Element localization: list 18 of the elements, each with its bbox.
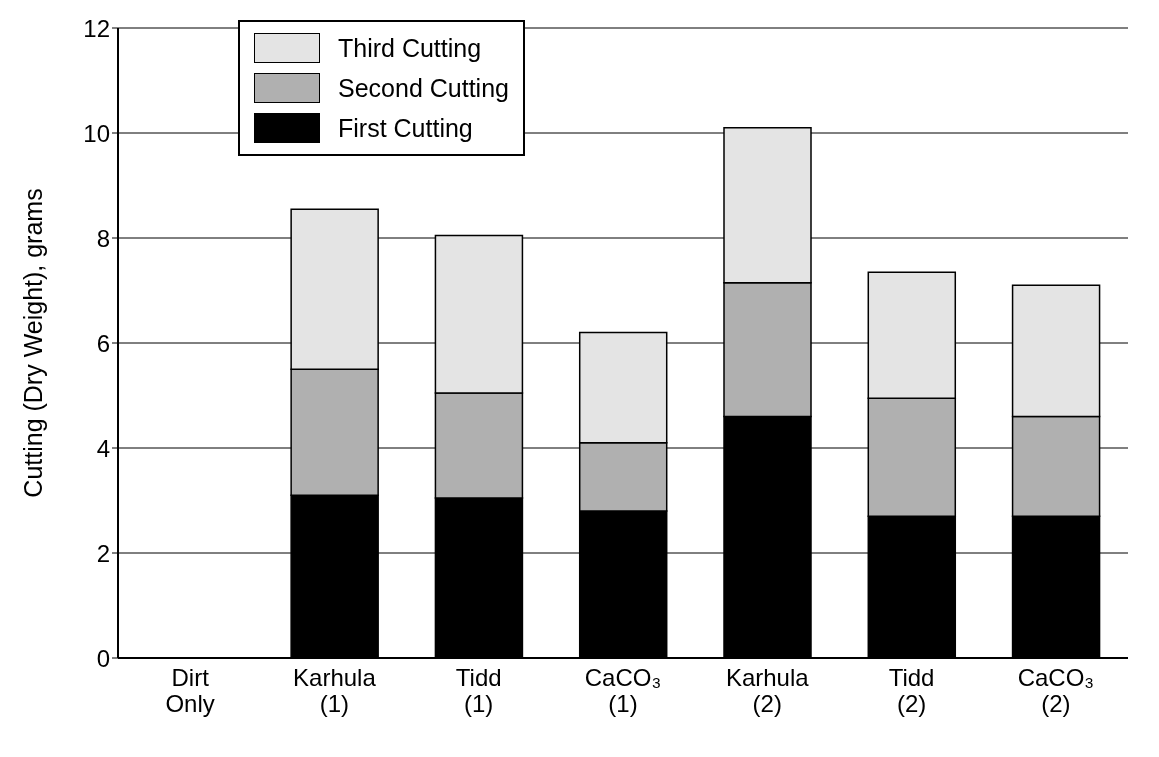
x-tick-label: Tidd (2) xyxy=(888,664,935,717)
legend-label: First Cutting xyxy=(338,113,473,143)
y-tick-label: 10 xyxy=(83,119,110,147)
legend-label: Third Cutting xyxy=(338,33,482,63)
y-tick-label: 6 xyxy=(96,329,110,357)
y-tick-label: 2 xyxy=(96,539,110,567)
x-tick-label: CaCO₃ (2) xyxy=(1017,664,1095,717)
x-tick-label: Tidd (1) xyxy=(455,664,502,717)
y-tick-label: 4 xyxy=(96,434,110,462)
x-tick-label: Dirt Only xyxy=(165,664,215,717)
x-tick-label: Karhula (2) xyxy=(725,664,810,717)
x-tick-label: Karhula (1) xyxy=(293,664,377,717)
y-tick-label: 0 xyxy=(96,644,110,672)
x-tick-label: CaCO₃ (1) xyxy=(584,664,662,717)
y-tick-label: 12 xyxy=(83,14,110,42)
legend-label: Second Cutting xyxy=(338,73,509,103)
y-axis-title: Cutting (Dry Weight), grams xyxy=(18,188,47,498)
y-tick-label: 8 xyxy=(96,224,110,252)
